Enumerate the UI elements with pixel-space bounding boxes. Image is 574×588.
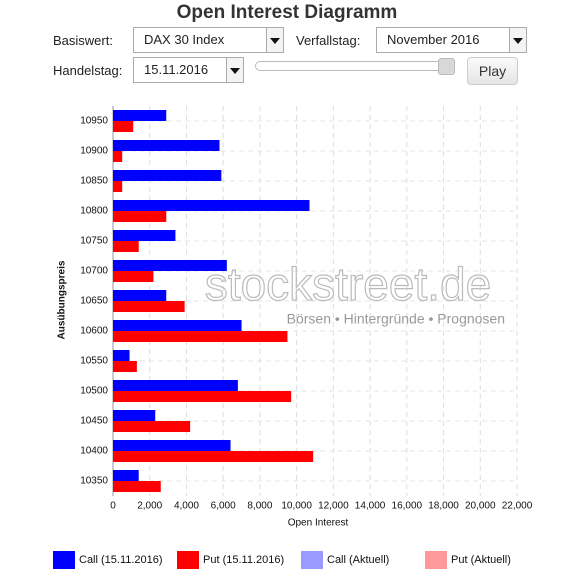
bar [113,170,222,181]
x-tick-label: 10,000 [281,501,312,512]
bar [113,421,191,432]
basiswert-value: DAX 30 Index [144,32,225,47]
legend-swatch [425,551,447,569]
bar [113,410,156,421]
bar [113,110,167,121]
bar [113,290,167,301]
bar [113,230,176,241]
bar [113,470,139,481]
watermark: stockstreet.de [205,258,491,310]
y-tick-label: 10750 [80,236,108,247]
y-tick-label: 10450 [80,416,108,427]
y-tick-label: 10600 [80,326,108,337]
bar [113,211,167,222]
bar [113,451,314,462]
x-tick-label: 8,000 [247,501,272,512]
legend-label: Put (Aktuell) [451,554,511,566]
x-tick-label: 12,000 [318,501,349,512]
bar [113,140,220,151]
watermark-tagline: Börsen • Hintergründe • Prognosen [287,311,505,327]
dropdown-arrow [266,28,283,52]
verfallstag-value: November 2016 [387,32,480,47]
bar [113,440,231,451]
y-tick-label: 10900 [80,146,108,157]
bar [113,481,161,492]
bar [113,301,185,312]
x-axis-label: Open Interest [288,518,349,529]
basiswert-label: Basiswert: [53,33,113,48]
y-tick-label: 10950 [80,116,108,127]
verfallstag-select[interactable]: November 2016 [376,27,527,53]
x-tick-label: 4,000 [174,501,199,512]
bar [113,181,123,192]
x-tick-label: 20,000 [465,501,496,512]
slider-handle[interactable] [438,58,455,75]
bar [113,331,288,342]
y-tick-label: 10850 [80,176,108,187]
dropdown-arrow [509,28,526,52]
bar [113,121,134,132]
legend-label: Call (Aktuell) [327,554,389,566]
legend-swatch [301,551,323,569]
y-tick-label: 10500 [80,386,108,397]
play-button[interactable]: Play [467,57,518,85]
handelstag-select[interactable]: 15.11.2016 [133,57,244,83]
bar [113,320,242,331]
handelstag-value: 15.11.2016 [144,62,209,77]
bar [113,200,310,211]
date-slider[interactable] [255,61,455,71]
dropdown-arrow [226,58,243,82]
bar [113,350,130,361]
bar [113,241,139,252]
bar [113,260,227,271]
x-tick-label: 22,000 [502,501,533,512]
handelstag-label: Handelstag: [53,63,123,78]
legend-label: Put (15.11.2016) [203,554,284,566]
x-tick-label: 6,000 [211,501,236,512]
x-tick-label: 14,000 [355,501,386,512]
bar [113,391,292,402]
x-tick-label: 2,000 [137,501,162,512]
bar [113,271,154,282]
grid [112,106,518,496]
legend-label: Call (15.11.2016) [79,554,163,566]
x-tick-label: 18,000 [428,501,459,512]
x-tick-label: 16,000 [392,501,423,512]
y-tick-label: 10700 [80,266,108,277]
legend-swatch [177,551,199,569]
bar [113,361,137,372]
y-tick-label: 10650 [80,296,108,307]
y-tick-label: 10550 [80,356,108,367]
basiswert-select[interactable]: DAX 30 Index [133,27,284,53]
bar [113,380,238,391]
bar [113,151,123,162]
legend-swatch [53,551,75,569]
y-tick-label: 10350 [80,476,108,487]
x-tick-label: 0 [110,501,116,512]
y-axis-label: Ausübungspreis [57,260,68,339]
verfallstag-label: Verfallstag: [296,33,361,48]
y-tick-label: 10800 [80,206,108,217]
y-tick-label: 10400 [80,446,108,457]
title: Open Interest Diagramm [176,2,398,23]
